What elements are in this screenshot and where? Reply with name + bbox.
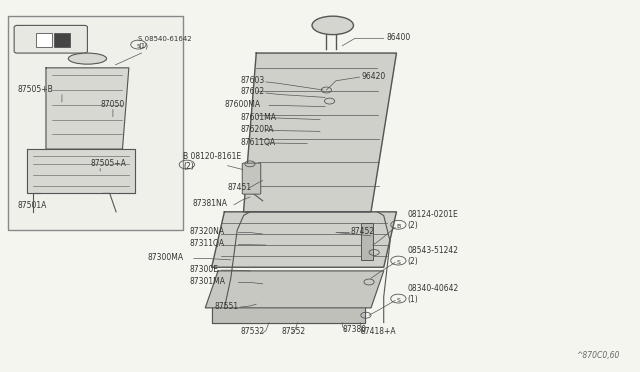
- Text: S: S: [396, 298, 400, 302]
- Bar: [36, 33, 52, 47]
- Text: 87603: 87603: [241, 76, 264, 84]
- Text: 08124-0201E
(2): 08124-0201E (2): [407, 210, 458, 230]
- Text: S: S: [396, 260, 400, 264]
- FancyBboxPatch shape: [14, 25, 88, 53]
- Text: 87452: 87452: [351, 227, 374, 236]
- Text: 87381NA: 87381NA: [193, 199, 228, 208]
- Text: 08543-51242
(2): 08543-51242 (2): [407, 246, 458, 266]
- Text: 87505+A: 87505+A: [91, 159, 127, 168]
- Text: 08340-40642
(1): 08340-40642 (1): [407, 284, 458, 304]
- FancyBboxPatch shape: [243, 163, 260, 194]
- Text: 87532: 87532: [241, 327, 264, 336]
- Polygon shape: [244, 53, 396, 212]
- Text: 96420: 96420: [362, 72, 386, 81]
- Text: B: B: [396, 224, 401, 229]
- Text: 87451: 87451: [228, 183, 252, 192]
- Text: 87600MA: 87600MA: [225, 100, 260, 109]
- Text: S: S: [136, 44, 140, 49]
- Text: 87611QA: 87611QA: [241, 138, 275, 147]
- FancyBboxPatch shape: [362, 223, 373, 260]
- Text: 87301MA: 87301MA: [189, 277, 225, 286]
- Text: 87300E: 87300E: [189, 264, 218, 274]
- Text: 87050: 87050: [100, 100, 124, 109]
- Text: S 08540-61642
(1): S 08540-61642 (1): [115, 36, 192, 65]
- Text: 87311QA: 87311QA: [189, 239, 225, 248]
- Ellipse shape: [312, 16, 353, 35]
- Text: 87551: 87551: [215, 302, 239, 311]
- Ellipse shape: [68, 53, 106, 64]
- Text: 87380: 87380: [342, 325, 367, 334]
- Polygon shape: [212, 308, 365, 323]
- Text: 87300MA: 87300MA: [148, 253, 184, 262]
- Text: 87418+A: 87418+A: [360, 327, 396, 336]
- Polygon shape: [205, 271, 384, 308]
- Text: 87601MA: 87601MA: [241, 113, 276, 122]
- Bar: [54, 33, 70, 47]
- Text: B 08120-8161E
(2): B 08120-8161E (2): [183, 152, 241, 171]
- Text: 87320NA: 87320NA: [189, 227, 225, 236]
- Polygon shape: [27, 149, 135, 193]
- Text: 87552: 87552: [282, 327, 306, 336]
- Text: 87620PA: 87620PA: [241, 125, 274, 134]
- Polygon shape: [46, 68, 129, 149]
- Text: 86400: 86400: [387, 33, 411, 42]
- Text: ^870C0,60: ^870C0,60: [576, 351, 620, 360]
- FancyBboxPatch shape: [8, 16, 183, 230]
- Polygon shape: [212, 212, 396, 267]
- Text: 87501A: 87501A: [17, 201, 47, 210]
- Text: 87602: 87602: [241, 87, 264, 96]
- Text: 87505+B: 87505+B: [17, 85, 53, 94]
